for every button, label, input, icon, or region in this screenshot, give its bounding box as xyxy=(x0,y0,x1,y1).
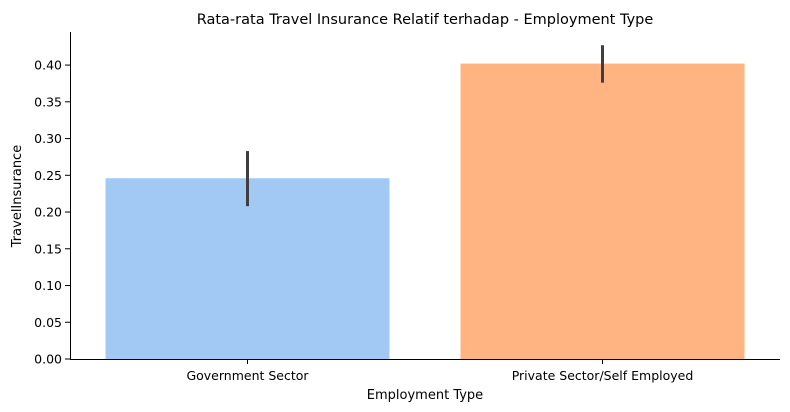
y-tick-label-2: 0.10 xyxy=(34,278,62,293)
x-axis-label: Employment Type xyxy=(367,388,483,403)
y-tick-label-4: 0.20 xyxy=(34,205,62,220)
bar-0 xyxy=(105,178,390,359)
chart-title: Rata-rata Travel Insurance Relatif terha… xyxy=(197,12,654,28)
y-axis-label: TravelInsurance xyxy=(10,145,25,248)
x-tick-label-0: Government Sector xyxy=(186,368,309,383)
y-tick-label-6: 0.30 xyxy=(34,131,62,146)
bar-1 xyxy=(460,63,745,360)
y-tick-label-5: 0.25 xyxy=(34,168,62,183)
x-tick-label-1: Private Sector/Self Employed xyxy=(512,368,694,383)
y-tick-label-3: 0.15 xyxy=(34,241,62,256)
y-tick-label-1: 0.05 xyxy=(34,315,62,330)
y-tick-label-0: 0.00 xyxy=(34,352,62,367)
y-tick-label-8: 0.40 xyxy=(34,58,62,73)
y-tick-label-7: 0.35 xyxy=(34,94,62,109)
